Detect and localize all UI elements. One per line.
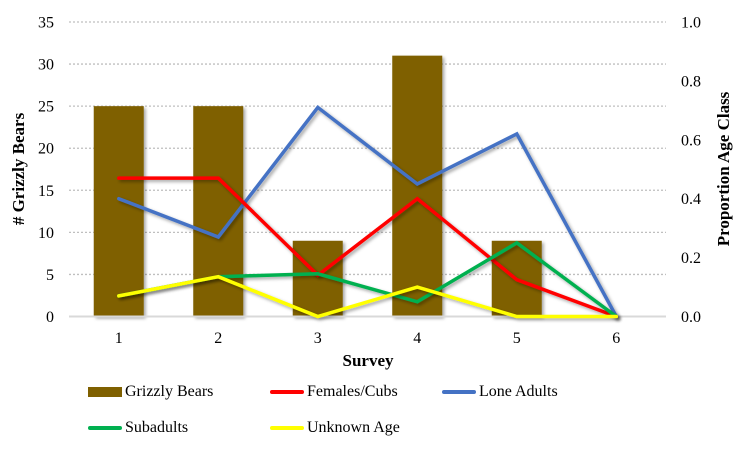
y2-tick-label: 0.4	[681, 191, 701, 208]
legend-label: Subadults	[125, 419, 189, 436]
x-tick-label: 4	[413, 330, 421, 347]
legend-item-subadults: Subadults	[88, 419, 188, 437]
y2-tick-label: 0.2	[681, 250, 701, 267]
legend-label: Grizzly Bears	[125, 383, 214, 400]
y-axis-right-ticks: 0.0 0.2 0.4 0.6 0.8 1.0	[681, 15, 701, 327]
y-axis-left-ticks: 0 5 10 15 20 25 30 35	[38, 15, 54, 327]
y-tick-label: 10	[38, 225, 54, 242]
y-tick-label: 5	[46, 267, 54, 284]
y-tick-label: 30	[38, 57, 54, 74]
x-axis-title: Survey	[343, 351, 395, 370]
legend-item-females-cubs: Females/Cubs	[270, 383, 398, 401]
legend-label: Unknown Age	[307, 419, 400, 436]
y-tick-label: 0	[46, 309, 54, 326]
legend-swatch-subadults	[88, 426, 122, 430]
y-tick-label: 25	[38, 99, 54, 116]
x-tick-label: 5	[513, 330, 521, 347]
bar-grizzly-bears-survey-1	[93, 106, 144, 317]
x-tick-label: 2	[214, 330, 222, 347]
legend-swatch-grizzly-bears	[88, 387, 122, 397]
legend-label: Females/Cubs	[307, 383, 398, 400]
x-axis-ticks: 1 2 3 4 5 6	[115, 330, 621, 347]
legend-swatch-lone-adults	[442, 390, 476, 394]
y-tick-label: 15	[38, 183, 54, 200]
legend-item-grizzly-bears: Grizzly Bears	[88, 383, 213, 401]
y2-tick-label: 0.6	[681, 132, 701, 149]
y-tick-label: 35	[38, 15, 54, 32]
line-series	[117, 104, 619, 319]
line-lone-adults	[117, 104, 619, 319]
legend-swatch-females-cubs	[270, 390, 304, 394]
y2-tick-label: 0.0	[681, 309, 701, 326]
legend-item-unknown-age: Unknown Age	[270, 419, 400, 437]
legend: Grizzly Bears Females/Cubs Lone Adults S…	[88, 383, 688, 443]
y-axis-right-title: Proportion Age Class	[714, 91, 733, 246]
line-unknown-age	[117, 274, 619, 319]
bar-grizzly-bears-survey-4	[392, 55, 443, 317]
x-tick-label: 1	[115, 330, 123, 347]
y-axis-left-title: # Grizzly Bears	[9, 112, 28, 225]
legend-label: Lone Adults	[479, 383, 558, 400]
y-tick-label: 20	[38, 141, 54, 158]
gridlines	[69, 21, 666, 276]
legend-swatch-unknown-age	[270, 426, 304, 430]
y2-tick-label: 0.8	[681, 73, 701, 90]
line-females-cubs	[117, 176, 619, 319]
bar-series	[93, 55, 542, 317]
x-tick-label: 6	[612, 330, 620, 347]
legend-item-lone-adults: Lone Adults	[442, 383, 558, 401]
x-tick-label: 3	[314, 330, 322, 347]
y2-tick-label: 1.0	[681, 15, 701, 32]
